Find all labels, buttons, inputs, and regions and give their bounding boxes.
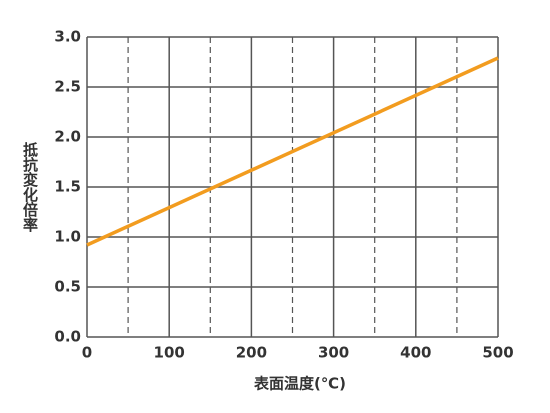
x-tick-label: 300 — [318, 344, 349, 362]
x-tick-label: 400 — [400, 344, 431, 362]
y-axis-label: 抵抗変化倍率 — [21, 141, 39, 233]
y-tick-label: 0.0 — [54, 328, 81, 346]
x-tick-label: 0 — [82, 344, 92, 362]
x-tick-label: 200 — [236, 344, 267, 362]
y-tick-label: 1.0 — [54, 228, 81, 246]
x-tick-label: 500 — [482, 344, 513, 362]
y-tick-label: 2.0 — [54, 128, 81, 146]
y-tick-label: 3.0 — [54, 28, 81, 46]
y-tick-label: 0.5 — [54, 278, 81, 296]
x-axis-label: 表面温度(℃) — [254, 375, 346, 393]
y-tick-label: 1.5 — [54, 178, 81, 196]
data-line — [86, 56, 499, 247]
y-tick-label: 2.5 — [54, 78, 81, 96]
x-tick-label: 100 — [154, 344, 185, 362]
